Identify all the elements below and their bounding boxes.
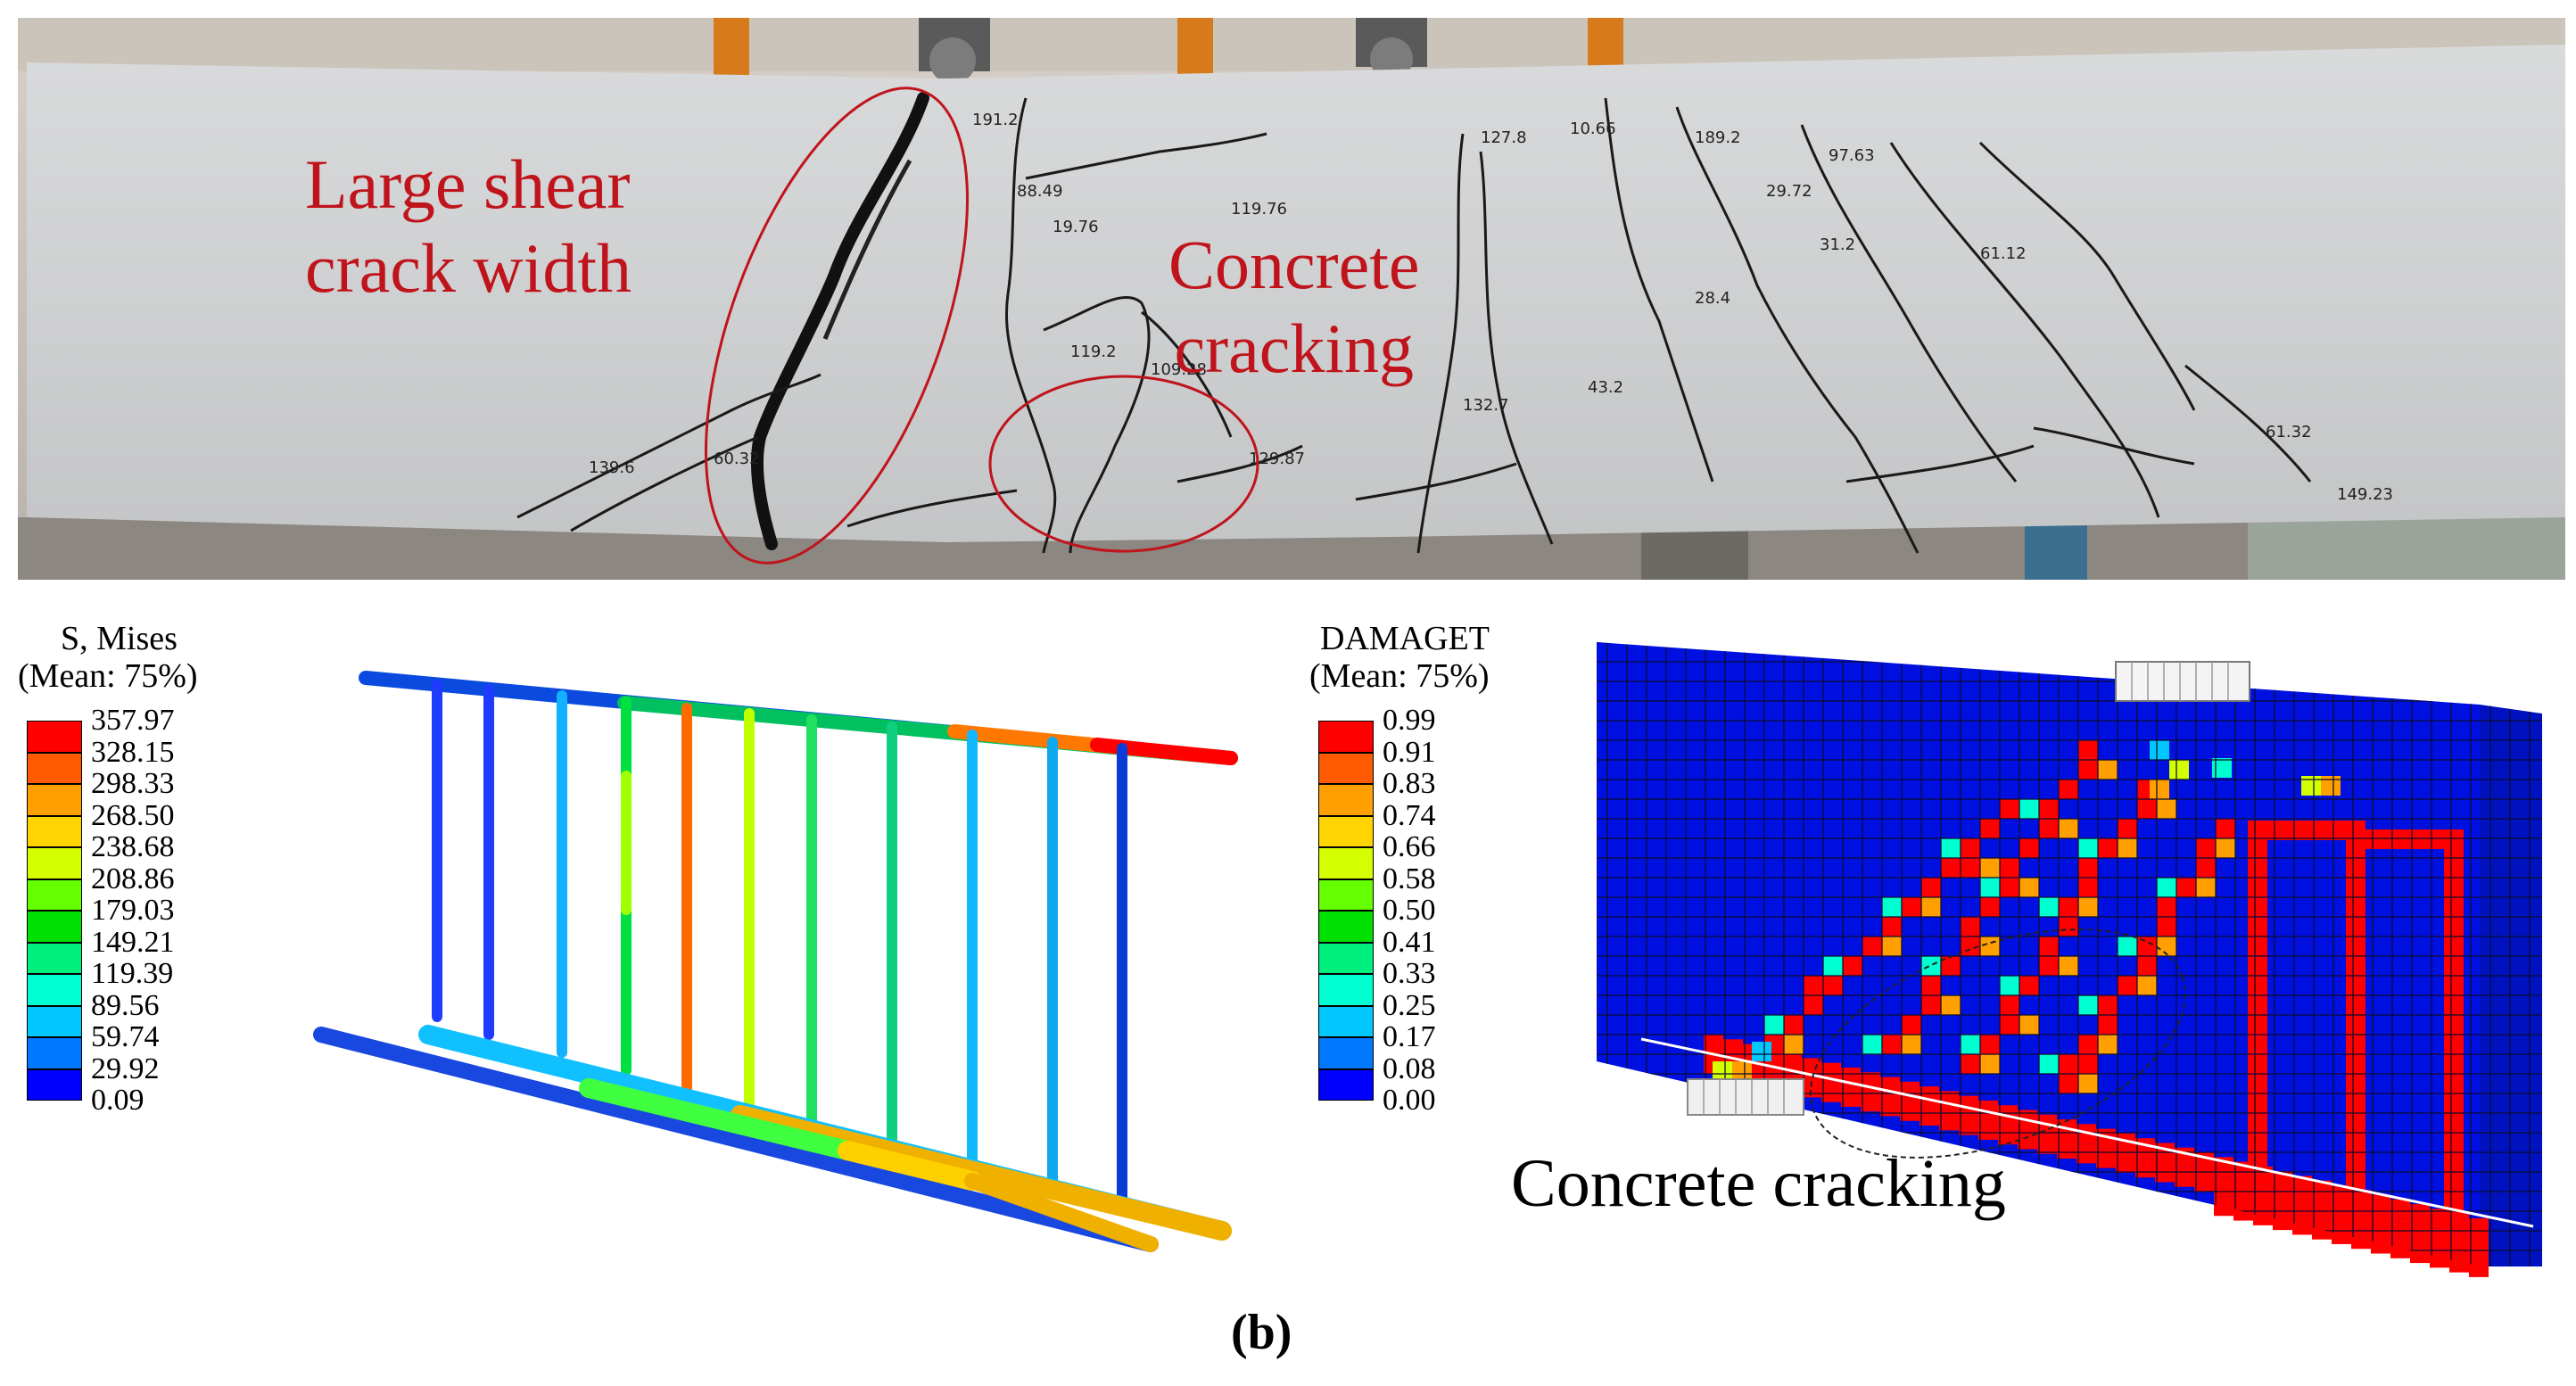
damage-legend-value: 0.50 xyxy=(1383,894,1436,927)
svg-text:61.12: 61.12 xyxy=(1980,244,2027,263)
stress-legend-value: 208.86 xyxy=(91,862,175,895)
stress-legend-value: 179.03 xyxy=(91,894,175,927)
support-plate xyxy=(1687,1078,1804,1116)
svg-text:132.7: 132.7 xyxy=(1463,396,1509,415)
svg-text:119.2: 119.2 xyxy=(1070,342,1117,361)
top-loading-plate xyxy=(2115,661,2250,702)
damage-legend-swatch xyxy=(1318,974,1374,1006)
beam-test-photo: 191.2 88.49 19.76 119.76 127.8 10.66 189.2 29… xyxy=(18,18,2565,580)
stress-legend-subtitle: (Mean: 75%) xyxy=(18,657,198,695)
stress-legend-swatch xyxy=(27,847,82,879)
concrete-cracking-label-line2: cracking xyxy=(1174,309,1415,387)
damage-legend-swatch xyxy=(1318,879,1374,911)
shear-crack-label-line1: Large shear xyxy=(305,145,631,223)
damage-legend-swatch xyxy=(1318,1005,1374,1037)
svg-text:109.28: 109.28 xyxy=(1151,360,1207,379)
damage-legend-value: 0.66 xyxy=(1383,830,1436,863)
concrete-cracking-label-line1: Concrete xyxy=(1168,226,1420,303)
stress-legend-swatch xyxy=(27,721,82,753)
shear-crack-label-line2: crack width xyxy=(305,229,632,307)
damage-legend-value: 0.33 xyxy=(1383,957,1436,990)
damage-legend-value: 0.25 xyxy=(1383,988,1436,1022)
stress-legend-value: 0.09 xyxy=(91,1084,144,1117)
stress-legend-value: 238.68 xyxy=(91,830,175,863)
shear-crack-label: Large shear crack width xyxy=(305,143,632,310)
damage-legend-swatch xyxy=(1318,942,1374,974)
stress-legend-swatch xyxy=(27,974,82,1006)
crack-highlight-ellipses xyxy=(704,87,1259,565)
damage-legend-swatch xyxy=(1318,815,1374,847)
svg-text:149.23: 149.23 xyxy=(2337,485,2393,504)
svg-text:31.2: 31.2 xyxy=(1820,235,1855,254)
damage-legend-value: 0.99 xyxy=(1383,704,1436,737)
stress-legend-swatch xyxy=(27,784,82,816)
concrete-damage-model xyxy=(1597,642,2542,1277)
stress-legend-value: 119.39 xyxy=(91,957,174,990)
svg-text:97.63: 97.63 xyxy=(1829,146,1875,165)
damage-legend-swatch xyxy=(1318,1037,1374,1069)
damage-legend-value: 0.74 xyxy=(1383,798,1436,832)
damage-legend-swatch xyxy=(1318,1068,1374,1101)
damage-legend-swatch xyxy=(1318,784,1374,816)
damage-legend-value: 0.08 xyxy=(1383,1052,1436,1085)
svg-text:19.76: 19.76 xyxy=(1053,218,1099,236)
damage-legend-swatch xyxy=(1318,752,1374,784)
svg-text:10.66: 10.66 xyxy=(1570,120,1616,138)
concrete-cracking-label: Concrete cracking xyxy=(1168,223,1420,391)
stress-legend-swatch xyxy=(27,1068,82,1101)
stress-legend-swatch xyxy=(27,1005,82,1037)
svg-text:129.87: 129.87 xyxy=(1249,450,1305,468)
stress-legend-value: 59.74 xyxy=(91,1020,160,1053)
damage-legend-swatch xyxy=(1318,847,1374,879)
damage-legend-value: 0.58 xyxy=(1383,862,1436,895)
damage-legend-subtitle: (Mean: 75%) xyxy=(1309,657,1490,695)
stress-legend-value: 268.50 xyxy=(91,798,175,832)
figure-caption: (b) xyxy=(1231,1305,1292,1360)
damage-legend-title: DAMAGET xyxy=(1320,620,1490,657)
damage-legend-swatch xyxy=(1318,911,1374,943)
svg-text:60.32: 60.32 xyxy=(714,450,760,468)
stress-legend-value: 328.15 xyxy=(91,735,175,769)
damage-legend-value: 0.83 xyxy=(1383,767,1436,800)
damage-legend-value: 0.17 xyxy=(1383,1020,1436,1053)
stress-legend: S, Mises (Mean: 75%) 357.97 328.15 298.33 2… xyxy=(18,621,250,1120)
stress-legend-value: 29.92 xyxy=(91,1052,160,1085)
damage-model-label: Concrete cracking xyxy=(1511,1146,2006,1221)
svg-text:119.76: 119.76 xyxy=(1231,200,1287,219)
stress-legend-swatch xyxy=(27,879,82,911)
rebar-cage-model xyxy=(313,671,1238,1252)
svg-text:29.72: 29.72 xyxy=(1766,182,1812,201)
stress-legend-swatch xyxy=(27,942,82,974)
damage-legend-value: 0.00 xyxy=(1383,1084,1436,1117)
stress-legend-value: 357.97 xyxy=(91,704,175,737)
svg-text:88.49: 88.49 xyxy=(1017,182,1063,201)
cracking-ellipse xyxy=(988,375,1259,553)
svg-text:61.32: 61.32 xyxy=(2266,423,2312,441)
stress-legend-value: 89.56 xyxy=(91,988,160,1022)
stress-legend-value: 149.21 xyxy=(91,925,175,959)
stress-legend-swatch xyxy=(27,1037,82,1069)
stress-legend-swatch xyxy=(27,752,82,784)
damage-legend-value: 0.41 xyxy=(1383,925,1436,959)
stress-legend-value: 298.33 xyxy=(91,767,175,800)
damage-legend: DAMAGET (Mean: 75%) 0.99 0.91 0.83 0.74 0.66… xyxy=(1309,621,1541,1120)
stress-legend-swatch xyxy=(27,911,82,943)
stress-legend-title: S, Mises xyxy=(61,620,178,657)
beam-photo-graphic: 191.2 88.49 19.76 119.76 127.8 10.66 189.2 29… xyxy=(18,18,2565,580)
svg-text:28.4: 28.4 xyxy=(1695,289,1730,308)
shear-crack-ellipse xyxy=(704,87,970,565)
svg-text:43.2: 43.2 xyxy=(1588,378,1623,397)
damage-legend-swatch xyxy=(1318,721,1374,753)
svg-text:191.2: 191.2 xyxy=(972,111,1019,129)
svg-text:127.8: 127.8 xyxy=(1481,128,1527,147)
svg-text:139.6: 139.6 xyxy=(589,458,635,477)
svg-text:189.2: 189.2 xyxy=(1695,128,1741,147)
stress-legend-swatch xyxy=(27,815,82,847)
damage-legend-value: 0.91 xyxy=(1383,735,1436,769)
